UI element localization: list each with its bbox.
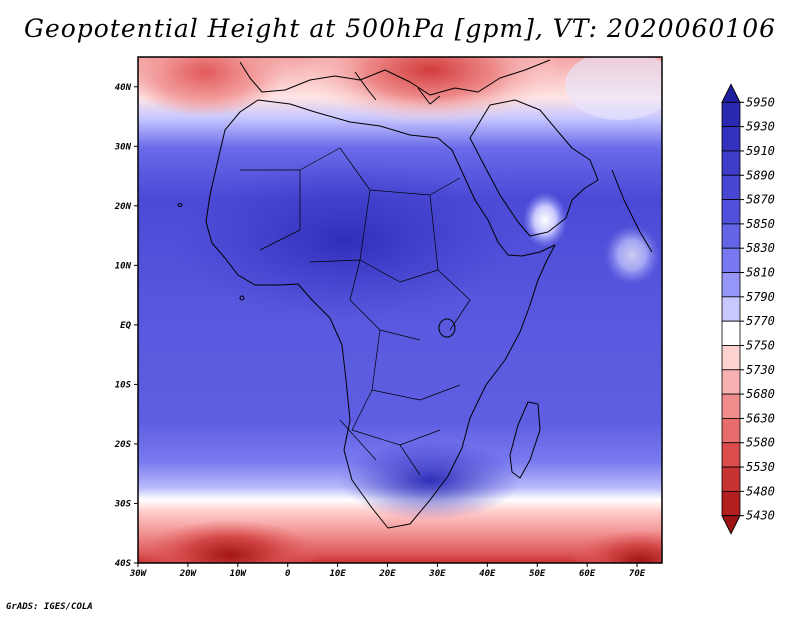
europe-coastline — [239, 59, 551, 96]
colorbar-swatch — [721, 369, 741, 395]
colorbar-label: 5890 — [746, 168, 775, 182]
lon-tick-label: 30W — [129, 569, 148, 579]
colorbar-label: 5850 — [746, 217, 775, 231]
colorbar-label: 5580 — [746, 436, 775, 450]
lon-tick-label: 10W — [230, 569, 248, 579]
colorbar-upper-arrow — [721, 83, 741, 103]
colorbar-swatch — [721, 126, 741, 152]
madagascar-coastline — [509, 401, 541, 479]
italy-coastline — [354, 71, 377, 101]
colorbar-swatch — [721, 320, 741, 346]
colorbar-swatch — [721, 247, 741, 273]
colorbar-label: 5680 — [746, 387, 775, 401]
lon-tick-label: 20E — [378, 569, 396, 579]
lon-tick-label: 60E — [579, 569, 596, 579]
lat-tick-label: 10S — [115, 380, 132, 390]
colorbar-swatch — [721, 174, 741, 200]
colorbar-label: 5430 — [746, 509, 775, 523]
lat-tick-label: 40N — [115, 83, 132, 93]
colorbar-label: 5790 — [746, 290, 775, 304]
geopotential-field — [138, 57, 662, 563]
colorbar-swatch — [721, 199, 741, 225]
lon-tick-label: 10E — [329, 569, 346, 579]
colorbar-label: 5480 — [746, 484, 775, 498]
footer-credit: GrADS: IGES/COLA — [6, 602, 93, 612]
lon-tick-label: 70E — [629, 569, 646, 579]
colorbar-label: 5910 — [746, 144, 775, 158]
latitude-axis: 40N 30N 20N 10N EQ 10S 20S 30S 40S — [114, 83, 138, 569]
lat-tick-label: 20N — [114, 202, 132, 212]
colorbar-label: 5750 — [746, 338, 775, 352]
colorbar-swatch — [721, 442, 741, 468]
coastlines — [177, 59, 653, 529]
lat-tick-label: EQ — [120, 321, 131, 331]
colorbar-label: 5730 — [746, 363, 775, 377]
lon-tick-label: 20W — [179, 569, 198, 579]
longitude-axis: 30W 20W 10W 0 10E 20E 30E 40E 50E 60E 70E — [129, 563, 646, 579]
lon-tick-label: 50E — [529, 569, 546, 579]
lon-tick-label: 0 — [285, 569, 291, 579]
colorbar: 5950 5930 5910 5890 5870 5850 5830 5810 5790 5770… — [721, 83, 775, 535]
india-coastline — [611, 169, 653, 253]
lake-victoria — [438, 318, 456, 338]
colorbar-label: 5950 — [746, 95, 775, 109]
colorbar-swatch — [721, 418, 741, 444]
africa-coastline — [205, 99, 556, 529]
colorbar-swatch — [721, 223, 741, 249]
lat-tick-label: 20S — [114, 440, 132, 450]
lon-tick-label: 40E — [479, 569, 496, 579]
colorbar-swatch — [721, 296, 741, 322]
colorbar-swatch — [721, 466, 741, 492]
colorbar-label: 5770 — [746, 314, 775, 328]
plot-frame — [137, 56, 663, 564]
colorbar-swatch — [721, 272, 741, 298]
colorbar-swatch — [721, 393, 741, 419]
map-title: Geopotential Height at 500hPa [gpm], VT:… — [23, 14, 777, 43]
colorbar-label: 5830 — [746, 241, 775, 255]
colorbar-label: 5810 — [746, 266, 775, 280]
colorbar-label: 5630 — [746, 411, 775, 425]
colorbar-swatch — [721, 101, 741, 128]
lat-tick-label: 40S — [115, 559, 132, 569]
colorbar-swatch — [721, 345, 741, 371]
colorbar-swatch — [721, 490, 741, 517]
lon-tick-label: 30E — [428, 569, 446, 579]
lat-tick-label: 10N — [115, 261, 132, 271]
lat-tick-label: 30S — [114, 499, 132, 509]
colorbar-swatch — [721, 150, 741, 176]
colorbar-label: 5870 — [746, 193, 775, 207]
lat-tick-label: 30N — [114, 142, 132, 152]
arabia-coastline — [469, 99, 599, 237]
colorbar-label: 5930 — [746, 120, 775, 134]
greece-coastline — [417, 87, 441, 105]
colorbar-label: 5530 — [746, 460, 775, 474]
colorbar-lower-arrow — [721, 515, 741, 535]
